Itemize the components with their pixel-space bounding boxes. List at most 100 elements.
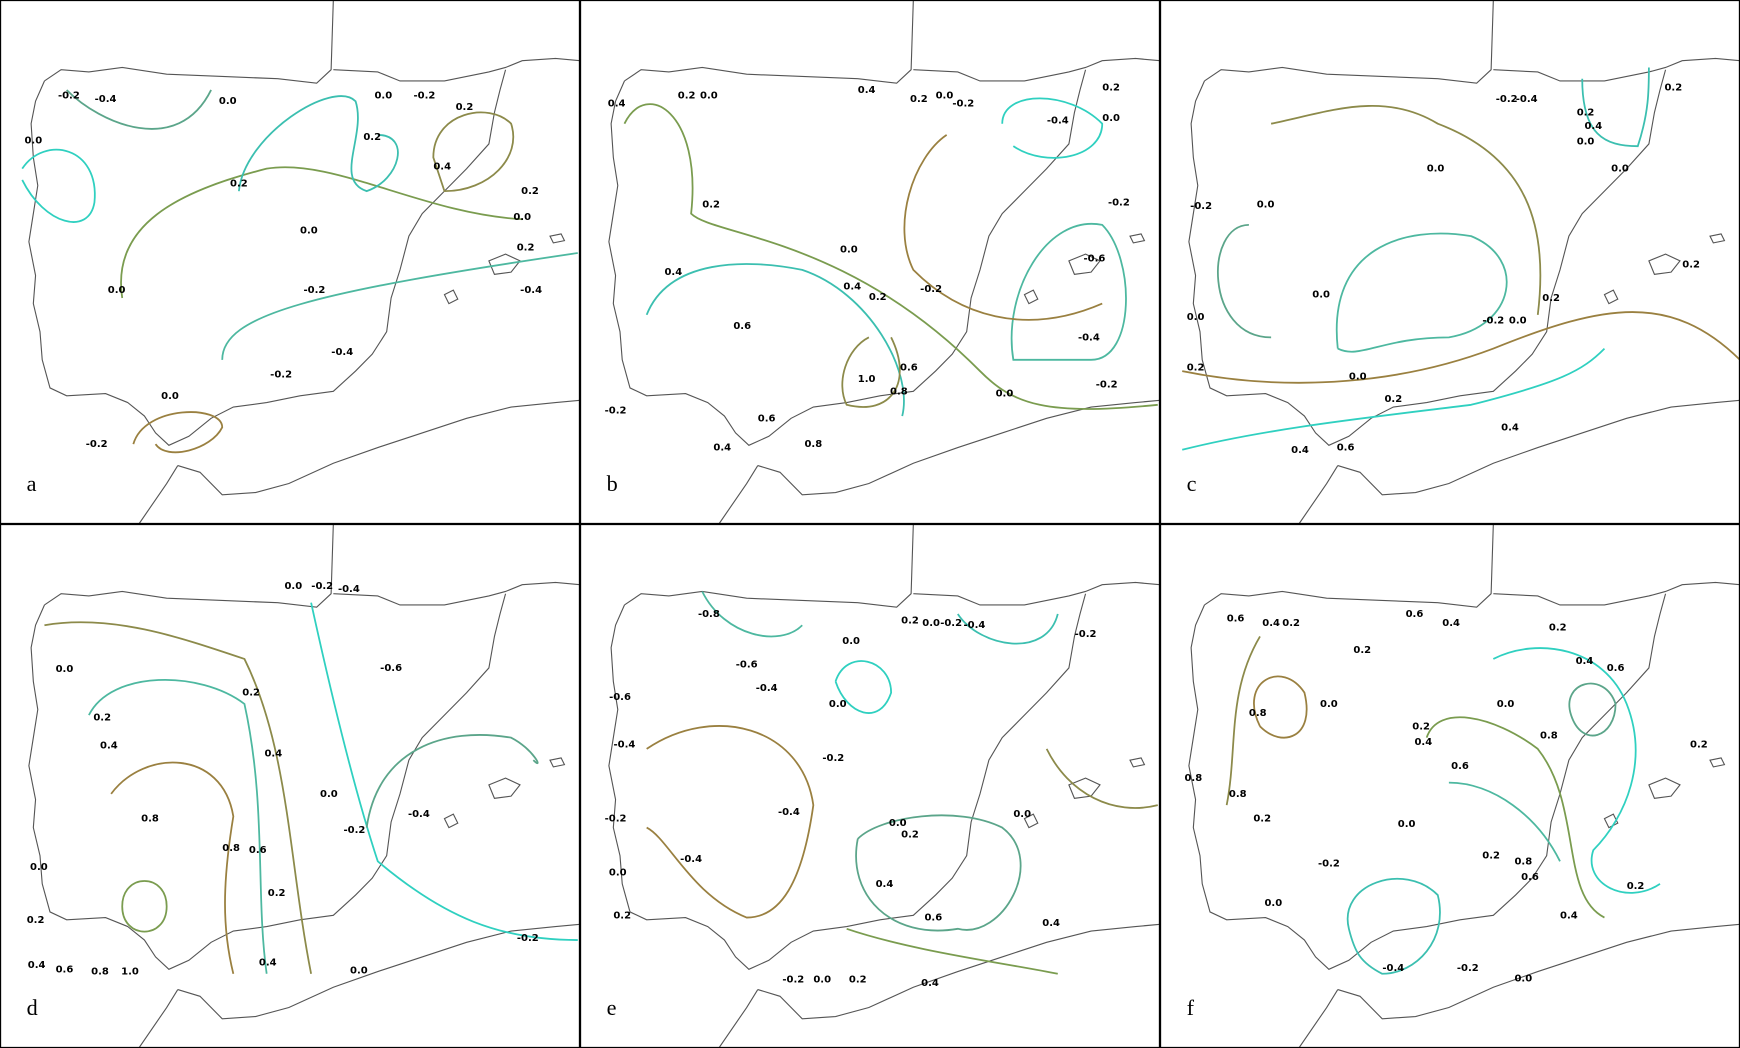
contour-label: 0.4: [259, 958, 277, 969]
contour-label: 0.4: [608, 98, 626, 109]
contour-label: 0.6: [733, 321, 751, 332]
contour-label: 0.4: [433, 161, 451, 172]
contour-label: 0.2: [1549, 622, 1567, 633]
contour-label: 0.4: [1442, 618, 1460, 629]
map-panel: -0.2-0.40.20.40.00.20.00.0-0.20.00.20.0-…: [1160, 0, 1740, 524]
contour-label: 0.8: [222, 843, 240, 854]
contour-label: -0.2: [952, 98, 974, 109]
contour-label: 0.2: [521, 186, 539, 197]
contour-label: 0.8: [804, 439, 822, 450]
contour-label: -0.2: [1075, 629, 1097, 640]
contour-label: -0.2: [1496, 94, 1518, 105]
contour-label: 0.0: [1013, 809, 1031, 820]
contour-label: 0.0: [1102, 113, 1120, 124]
contour-label: 0.4: [664, 267, 682, 278]
contour-label: 0.2: [1482, 851, 1500, 862]
contour-label: 0.2: [1384, 394, 1402, 405]
contour-label: 0.0: [284, 581, 302, 592]
contour-label: 0.0: [842, 636, 860, 647]
contour-label: 0.4: [1262, 618, 1280, 629]
contour-label: -0.4: [1078, 332, 1100, 343]
panel-background: [1160, 524, 1740, 1048]
contour-label: 0.2: [27, 915, 45, 926]
contour-label: 0.4: [843, 282, 861, 293]
contour-label: 0.0: [1187, 312, 1205, 323]
contour-label: 0.0: [513, 212, 531, 223]
panel-background: [0, 524, 580, 1048]
contour-label: 0.0: [840, 245, 858, 256]
contour-label: 0.0: [829, 699, 847, 710]
contour-label: 0.0: [922, 618, 940, 629]
contour-label: 0.0: [108, 285, 126, 296]
contour-label: 0.0: [1514, 973, 1532, 984]
contour-label: 0.6: [56, 964, 74, 975]
contour-label: 0.2: [1542, 293, 1560, 304]
panel-letter: e: [607, 995, 617, 1020]
contour-label: -0.6: [736, 660, 758, 671]
contour-label: 0.4: [1414, 737, 1432, 748]
contour-label: 0.0: [1264, 898, 1282, 909]
contour-label: 0.2: [1353, 645, 1371, 656]
map-panel: -0.80.00.20.0-0.2-0.4-0.2-0.6-0.4-0.60.0…: [580, 524, 1160, 1048]
contour-label: -0.2: [517, 933, 539, 944]
contour-label: 0.2: [1253, 814, 1271, 825]
contour-label: 0.2: [1282, 618, 1300, 629]
map-panel: 0.0-0.2-0.40.0-0.60.20.20.40.40.0-0.40.8…: [0, 524, 580, 1048]
contour-label: -0.2: [58, 91, 80, 102]
page: {"panels": [ {"letter": "a", "contour_la…: [0, 0, 1740, 1048]
contour-label: 0.0: [1509, 315, 1527, 326]
contour-label: 0.2: [1627, 881, 1645, 892]
contour-label: 0.0: [320, 789, 338, 800]
contour-label: 0.6: [249, 845, 267, 856]
contour-label: -0.2: [1108, 197, 1130, 208]
contour-label: 0.8: [1540, 730, 1558, 741]
contour-label: 0.0: [1611, 164, 1629, 175]
panel-background: [1160, 0, 1740, 524]
contour-label: 1.0: [858, 374, 876, 385]
contour-label: 0.4: [858, 85, 876, 96]
map-panel: 0.40.20.00.40.20.0-0.20.20.0-0.40.2-0.20…: [580, 0, 1160, 524]
contour-label: -0.2: [1190, 201, 1212, 212]
contour-label: 0.0: [374, 91, 392, 102]
contour-label: 0.4: [1291, 445, 1309, 456]
contour-label: 0.6: [1521, 872, 1539, 883]
contour-label: 0.2: [268, 888, 286, 899]
contour-label: -0.4: [680, 854, 702, 865]
contour-label: -0.4: [778, 807, 800, 818]
contour-label: -0.4: [331, 347, 353, 358]
contour-label: 0.6: [1227, 613, 1245, 624]
map-panel: 0.60.40.20.60.40.20.20.40.60.80.00.00.20…: [1160, 524, 1740, 1048]
contour-label: 0.0: [56, 664, 74, 675]
contour-label: 0.2: [242, 688, 260, 699]
panel-letter: d: [27, 995, 38, 1020]
figure: -0.2-0.40.00.00.0-0.20.20.20.40.20.20.00…: [0, 0, 1740, 1048]
contour-label: -0.6: [380, 663, 402, 674]
contour-label: 0.0: [1577, 137, 1595, 148]
contour-label: -0.2: [605, 814, 627, 825]
contour-label: 0.4: [1560, 910, 1578, 921]
contour-label: 0.4: [1576, 656, 1594, 667]
contour-label: 0.2: [678, 91, 696, 102]
contour-label: 0.2: [1577, 107, 1595, 118]
contour-label: -0.2: [920, 284, 942, 295]
contour-label: 0.2: [901, 829, 919, 840]
contour-label: 0.2: [93, 712, 111, 723]
contour-label: 0.0: [1427, 164, 1445, 175]
contour-label: -0.2: [414, 91, 436, 102]
contour-label: 0.8: [1184, 773, 1202, 784]
panel-background: [580, 524, 1160, 1048]
contour-label: 0.8: [141, 814, 159, 825]
contour-label: 0.0: [700, 91, 718, 102]
contour-label: -0.6: [1084, 254, 1106, 265]
contour-label: -0.4: [1516, 94, 1538, 105]
contour-label: 0.8: [1229, 789, 1247, 800]
contour-label: 0.2: [1412, 721, 1430, 732]
panel-letter: c: [1187, 471, 1197, 496]
contour-label: 0.0: [1349, 372, 1367, 383]
contour-label: 0.0: [1398, 819, 1416, 830]
contour-label: 0.0: [936, 91, 954, 102]
contour-label: -0.2: [940, 618, 962, 629]
contour-label: 0.4: [713, 443, 731, 454]
contour-label: -0.4: [95, 94, 117, 105]
